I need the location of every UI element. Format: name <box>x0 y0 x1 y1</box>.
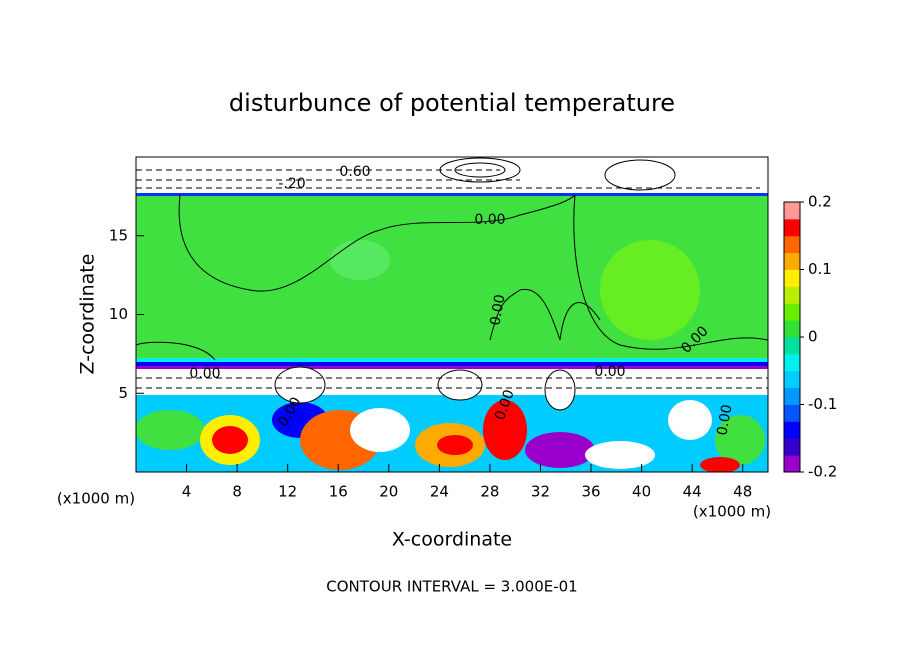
x-tick-label: 4 <box>182 483 192 501</box>
contour-label: 0.00 <box>714 403 735 436</box>
colorbar-swatch <box>784 202 800 220</box>
colorbar-swatch <box>784 303 800 321</box>
x-tick-label: 20 <box>379 483 398 501</box>
colorbar-swatch <box>784 320 800 338</box>
contour-label: 0.60 <box>339 164 370 180</box>
colorbar-tick-label: 0.2 <box>808 193 832 211</box>
x-tick-label: 12 <box>278 483 297 501</box>
colorbar-tick-label: 0 <box>808 328 818 346</box>
colorbar-swatch <box>784 421 800 439</box>
colorbar-swatch <box>784 286 800 304</box>
y-tick-label: 10 <box>109 305 128 323</box>
x-tick-label: 36 <box>581 483 600 501</box>
contour-field <box>136 157 768 472</box>
colorbar-swatch <box>784 404 800 422</box>
x-unit: (x1000 m) <box>693 503 771 521</box>
colorbar-swatch <box>784 353 800 372</box>
colorbar-swatch <box>784 438 800 456</box>
colorbar-swatch <box>784 387 800 405</box>
contour-label: 0.00 <box>487 293 508 326</box>
contour-label: -.20 <box>278 176 305 192</box>
colorbar-swatch <box>784 337 800 355</box>
y-tick-label: 5 <box>118 384 128 402</box>
x-tick-label: 40 <box>632 483 651 501</box>
colorbar-swatch <box>784 269 800 287</box>
y-unit: (x1000 m) <box>57 490 135 508</box>
colorbar-swatch <box>784 235 800 254</box>
y-axis-label: Z-coordinate <box>77 254 99 375</box>
x-tick-label: 24 <box>430 483 449 501</box>
colorbar-swatch <box>784 218 800 237</box>
contour-label: 0.00 <box>189 366 220 382</box>
colorbar-tick-label: -0.2 <box>808 463 837 481</box>
colorbar-tick-label: -0.1 <box>808 395 837 413</box>
contour-label: 0.00 <box>474 212 505 228</box>
x-axis-label: X-coordinate <box>392 529 512 551</box>
colorbar-swatch <box>784 370 800 389</box>
y-tick-label: 15 <box>109 226 128 244</box>
x-tick-label: 48 <box>733 483 752 501</box>
contour-label: 0.00 <box>594 364 625 380</box>
x-tick-label: 8 <box>232 483 242 501</box>
x-tick-label: 16 <box>329 483 348 501</box>
x-tick-label: 32 <box>531 483 550 501</box>
contour-interval: CONTOUR INTERVAL = 3.000E-01 <box>326 578 577 596</box>
x-tick-label: 44 <box>683 483 702 501</box>
chart-title: disturbunce of potential temperature <box>229 89 675 117</box>
colorbar-tick-label: 0.1 <box>808 260 832 278</box>
x-tick-label: 28 <box>480 483 499 501</box>
colorbar-swatch <box>784 455 800 473</box>
colorbar-swatch <box>784 252 800 270</box>
